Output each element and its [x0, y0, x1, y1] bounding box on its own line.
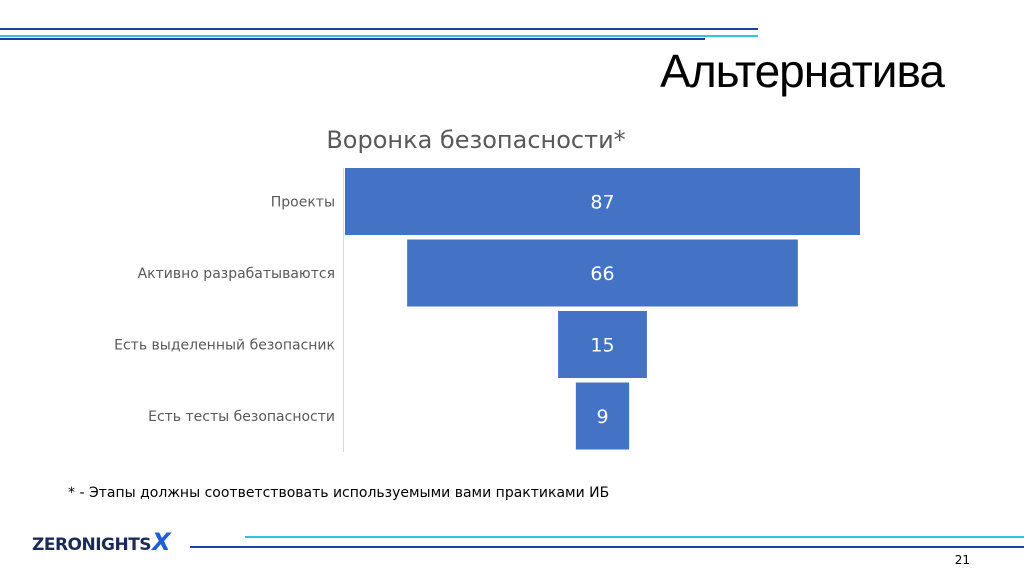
bottom-accent-line-cyan	[245, 536, 1024, 538]
logo-x: X	[152, 528, 171, 556]
top-accent-line-cyan	[0, 35, 758, 37]
top-accent-line-blue	[0, 28, 758, 30]
category-label: Проекты	[271, 195, 335, 211]
bottom-accent-line-blue	[190, 546, 1024, 548]
logo-text: ZERONIGHTS	[32, 535, 152, 555]
funnel-bar	[407, 239, 798, 307]
slide-title: Альтернатива	[660, 45, 945, 97]
funnel-bar	[345, 168, 860, 235]
bar-value-label: 66	[590, 263, 614, 285]
bar-value-label: 87	[590, 192, 614, 214]
category-label: Есть выделенный безопасник	[114, 338, 335, 354]
page-number: 21	[954, 553, 970, 567]
funnel-bar	[575, 382, 630, 450]
bar-value-label: 9	[596, 406, 608, 428]
chart-title: Воронка безопасности*	[326, 126, 626, 154]
category-label: Есть тесты безопасности	[148, 409, 335, 425]
funnel-bar	[558, 311, 647, 378]
bar-value-label: 15	[590, 335, 614, 357]
footnote: * - Этапы должны соответствовать использ…	[68, 485, 610, 501]
category-label: Активно разрабатываются	[138, 266, 335, 282]
top-accent-line-dark	[0, 38, 705, 40]
zeronights-logo: ZERONIGHTSX	[32, 528, 171, 556]
